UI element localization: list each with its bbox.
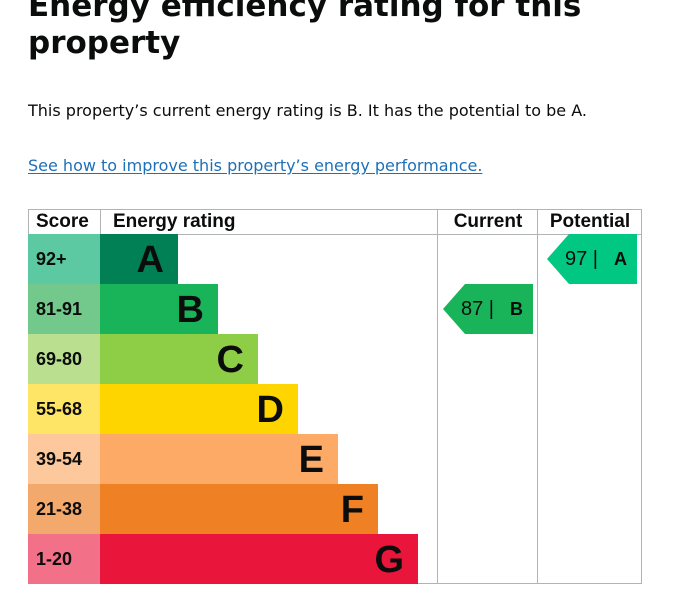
- rating-bar-e: E: [100, 434, 338, 484]
- rating-bar-f: F: [100, 484, 378, 534]
- rating-bar-c: C: [100, 334, 258, 384]
- band-letter-f: F: [340, 489, 364, 531]
- band-letter-d: D: [256, 389, 284, 431]
- header-potential: Potential: [549, 211, 631, 232]
- page-title: Energy efficiency rating for this proper…: [28, 0, 582, 61]
- header-current: Current: [453, 211, 523, 232]
- header-score: Score: [36, 211, 89, 232]
- rating-summary: This property’s current energy rating is…: [28, 101, 587, 120]
- rating-bar-a: A: [100, 234, 178, 284]
- band-letter-g: G: [374, 539, 404, 581]
- score-cell-g: 1-20: [28, 534, 100, 584]
- line-score-divider: [100, 209, 101, 234]
- line-left: [28, 209, 29, 234]
- line-top: [28, 209, 642, 210]
- score-cell-d: 55-68: [28, 384, 100, 434]
- line-right: [641, 209, 642, 584]
- energy-rating-chart: Score Energy rating Current Potential 92…: [28, 209, 642, 584]
- band-letter-b: B: [176, 289, 204, 331]
- improve-energy-link[interactable]: See how to improve this property’s energ…: [28, 156, 483, 175]
- rating-bar-g: G: [100, 534, 418, 584]
- rating-bar-b: B: [100, 284, 218, 334]
- potential-rating-arrow-value: 97 |: [565, 248, 598, 270]
- score-cell-c: 69-80: [28, 334, 100, 384]
- band-letter-e: E: [298, 439, 324, 481]
- potential-rating-arrow-letter: A: [614, 249, 627, 269]
- line-header-bottom: [28, 234, 642, 235]
- current-rating-arrow-letter: B: [510, 299, 523, 319]
- band-letter-c: C: [216, 339, 244, 381]
- score-cell-a: 92+: [28, 234, 100, 284]
- band-letter-a: A: [136, 239, 164, 281]
- line-current-divider: [437, 209, 438, 584]
- current-rating-arrow: 87 | B: [443, 284, 533, 334]
- score-cell-f: 21-38: [28, 484, 100, 534]
- score-cell-b: 81-91: [28, 284, 100, 334]
- potential-rating-arrow: 97 | A: [547, 234, 637, 284]
- current-rating-arrow-value: 87 |: [461, 298, 494, 320]
- score-cell-e: 39-54: [28, 434, 100, 484]
- header-energy-rating: Energy rating: [113, 211, 236, 232]
- line-potential-divider: [537, 209, 538, 584]
- rating-bar-d: D: [100, 384, 298, 434]
